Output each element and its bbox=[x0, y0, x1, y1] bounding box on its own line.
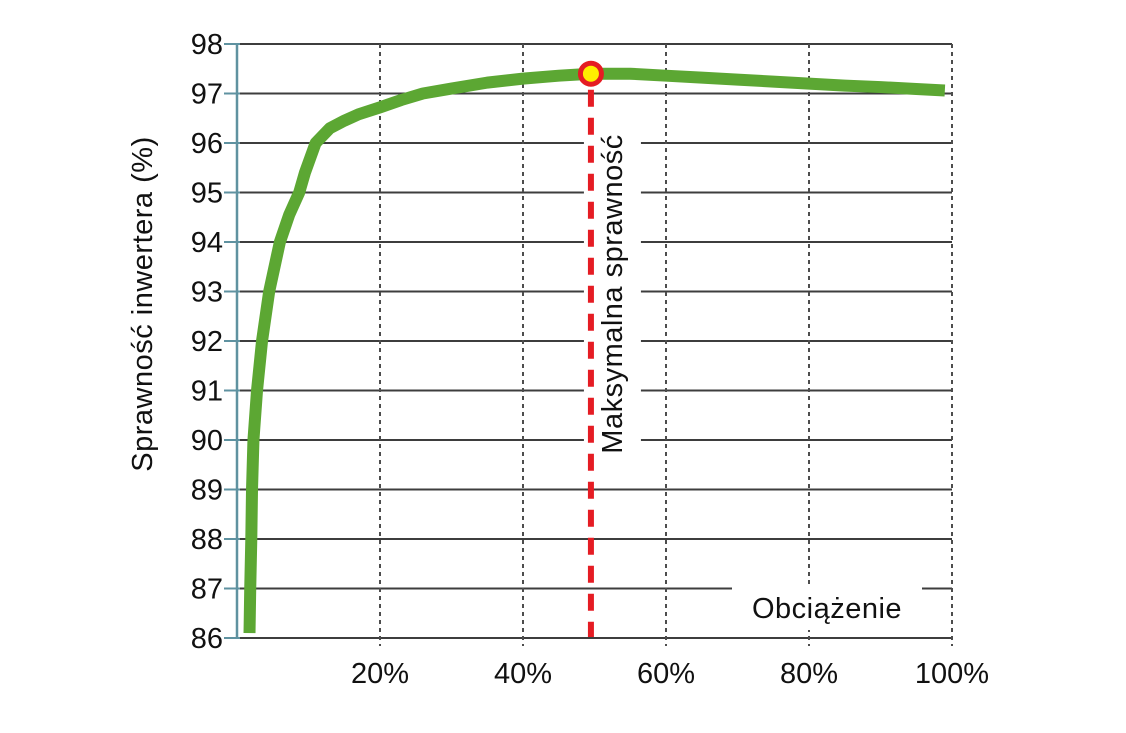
x-tick-label: 60% bbox=[637, 658, 695, 690]
y-tick-label: 94 bbox=[191, 227, 223, 259]
y-tick-label: 91 bbox=[191, 376, 223, 408]
y-tick-label: 92 bbox=[191, 326, 223, 358]
max-efficiency-annotation: Maksymalna sprawność bbox=[597, 134, 629, 453]
tick-label-layer: 86 87 88 89 90 91 92 93 94 95 96 97 98 20% 40% 60% 80% 10… bbox=[191, 29, 989, 690]
max-efficiency-marker bbox=[577, 60, 604, 87]
y-tick-label: 98 bbox=[191, 29, 223, 61]
x-axis-title-background bbox=[732, 585, 922, 630]
y-tick-label: 96 bbox=[191, 128, 223, 160]
x-tick-label: 40% bbox=[494, 658, 552, 690]
y-tick-label: 86 bbox=[191, 623, 223, 655]
y-tick-label: 90 bbox=[191, 425, 223, 457]
y-tick-label: 87 bbox=[191, 574, 223, 606]
efficiency-curve bbox=[243, 67, 946, 634]
y-tick-label: 93 bbox=[191, 277, 223, 309]
y-tick-label: 88 bbox=[191, 524, 223, 556]
y-axis-title: Sprawność inwertera (%) bbox=[127, 136, 159, 471]
label-backgrounds bbox=[583, 98, 922, 630]
y-tick-label: 89 bbox=[191, 475, 223, 507]
y-tick-label: 97 bbox=[191, 79, 223, 111]
x-tick-label: 80% bbox=[780, 658, 838, 690]
curve-layer bbox=[243, 60, 946, 637]
x-tick-label: 100% bbox=[915, 658, 989, 690]
y-tick-label: 95 bbox=[191, 178, 223, 210]
x-tick-label: 20% bbox=[351, 658, 409, 690]
x-axis-title: Obciążenie bbox=[752, 593, 902, 625]
